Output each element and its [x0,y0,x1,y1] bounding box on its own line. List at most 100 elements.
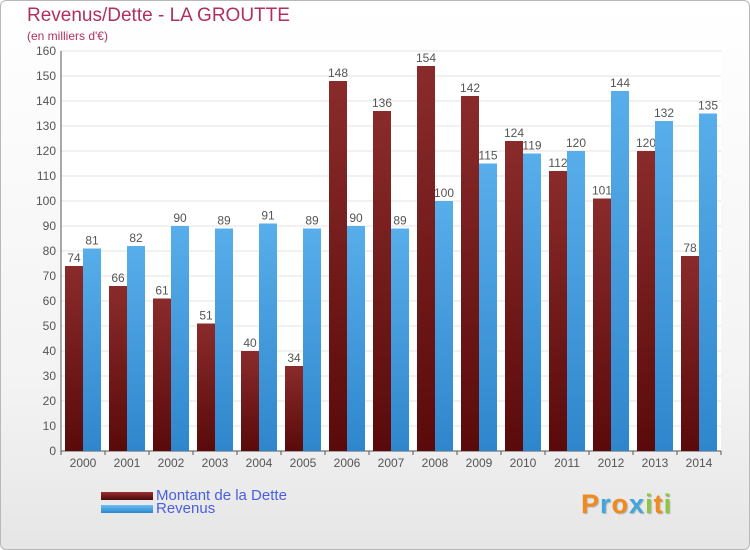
x-tick-label: 2014 [686,456,713,470]
y-tick-label: 130 [36,119,56,133]
bar-dette [241,351,259,451]
data-label-dette: 142 [460,81,480,95]
data-label-revenus: 90 [173,211,187,225]
data-label-dette: 51 [199,309,213,323]
data-label-revenus: 90 [349,211,363,225]
data-label-revenus: 119 [522,139,541,153]
logo-letter: r [600,489,612,519]
data-label-dette: 148 [328,66,348,80]
x-tick-label: 2012 [598,456,625,470]
data-label-revenus: 91 [261,209,275,223]
x-tick-label: 2002 [158,456,185,470]
bar-revenus [171,226,189,451]
y-tick-label: 10 [43,419,57,433]
y-tick-label: 80 [43,244,57,258]
x-tick-label: 2008 [422,456,449,470]
bar-dette [637,151,655,451]
bar-revenus [611,91,629,451]
bar-revenus [567,151,585,451]
bar-dette [109,286,127,451]
bar-revenus [699,113,717,451]
data-label-revenus: 82 [129,231,143,245]
data-label-dette: 61 [155,284,169,298]
data-label-dette: 78 [683,241,697,255]
bar-revenus [655,121,673,451]
bar-dette [417,66,435,451]
data-label-revenus: 132 [654,106,674,120]
bar-revenus [435,201,453,451]
bar-revenus [347,226,365,451]
logo-letter: P [581,489,601,519]
x-tick-label: 2009 [466,456,493,470]
bar-revenus [303,228,321,451]
x-tick-label: 2007 [378,456,405,470]
logo-letter: o [611,489,630,519]
bar-revenus [127,246,145,451]
bar-dette [329,81,347,451]
bar-revenus [83,248,101,451]
x-tick-label: 2003 [202,456,229,470]
logo-letter: i [645,489,654,519]
data-label-revenus: 120 [566,136,586,150]
y-tick-label: 160 [36,44,56,58]
data-label-revenus: 89 [305,214,319,228]
data-label-revenus: 89 [217,214,231,228]
y-tick-label: 50 [43,319,57,333]
data-label-dette: 66 [111,271,125,285]
x-tick-label: 2004 [246,456,273,470]
bar-dette [461,96,479,451]
y-tick-label: 70 [43,269,57,283]
chart-title: Revenus/Dette - LA GROUTTE [27,5,290,26]
y-tick-label: 20 [43,394,57,408]
legend-label-revenus: Revenus [156,500,216,517]
data-label-revenus: 81 [85,234,99,248]
data-label-revenus: 115 [478,149,497,163]
bar-revenus [523,153,541,451]
x-tick-label: 2010 [510,456,537,470]
data-label-dette: 124 [504,126,524,140]
data-label-dette: 112 [548,156,567,170]
data-label-dette: 34 [287,351,301,365]
bar-dette [285,366,303,451]
x-tick-label: 2000 [70,456,97,470]
bar-revenus [479,163,497,451]
y-tick-label: 150 [36,69,56,83]
logo-letter: i [663,489,673,519]
y-tick-label: 60 [43,294,57,308]
data-label-dette: 120 [636,136,656,150]
x-tick-label: 2001 [114,456,141,470]
legend-swatch-revenus [101,505,153,513]
logo-letter: t [653,489,664,519]
bar-dette [593,198,611,451]
data-label-revenus: 144 [610,76,630,90]
y-tick-label: 0 [49,444,56,458]
y-tick-label: 140 [36,94,56,108]
x-tick-label: 2013 [642,456,669,470]
data-label-dette: 40 [243,336,257,350]
data-label-revenus: 89 [393,214,407,228]
legend-swatch-dette [101,492,153,500]
bar-revenus [391,228,409,451]
data-label-dette: 136 [372,96,392,110]
data-label-revenus: 135 [698,99,718,113]
y-tick-label: 100 [36,194,56,208]
logo-letter: x [629,489,646,519]
data-label-dette: 101 [592,184,612,198]
bar-dette [681,256,699,451]
bar-dette [549,171,567,451]
bar-dette [373,111,391,451]
bar-dette [197,323,215,451]
y-tick-label: 90 [43,219,57,233]
data-label-dette: 74 [67,251,81,265]
bar-revenus [259,223,277,451]
legend-label-dette: Montant de la Dette [156,487,287,504]
data-label-dette: 154 [416,51,436,65]
y-tick-label: 30 [43,369,57,383]
bar-revenus [215,228,233,451]
proxiti-logo: Proxiti [581,489,672,520]
bar-dette [153,298,171,451]
bar-dette [65,266,83,451]
y-tick-label: 40 [43,344,57,358]
